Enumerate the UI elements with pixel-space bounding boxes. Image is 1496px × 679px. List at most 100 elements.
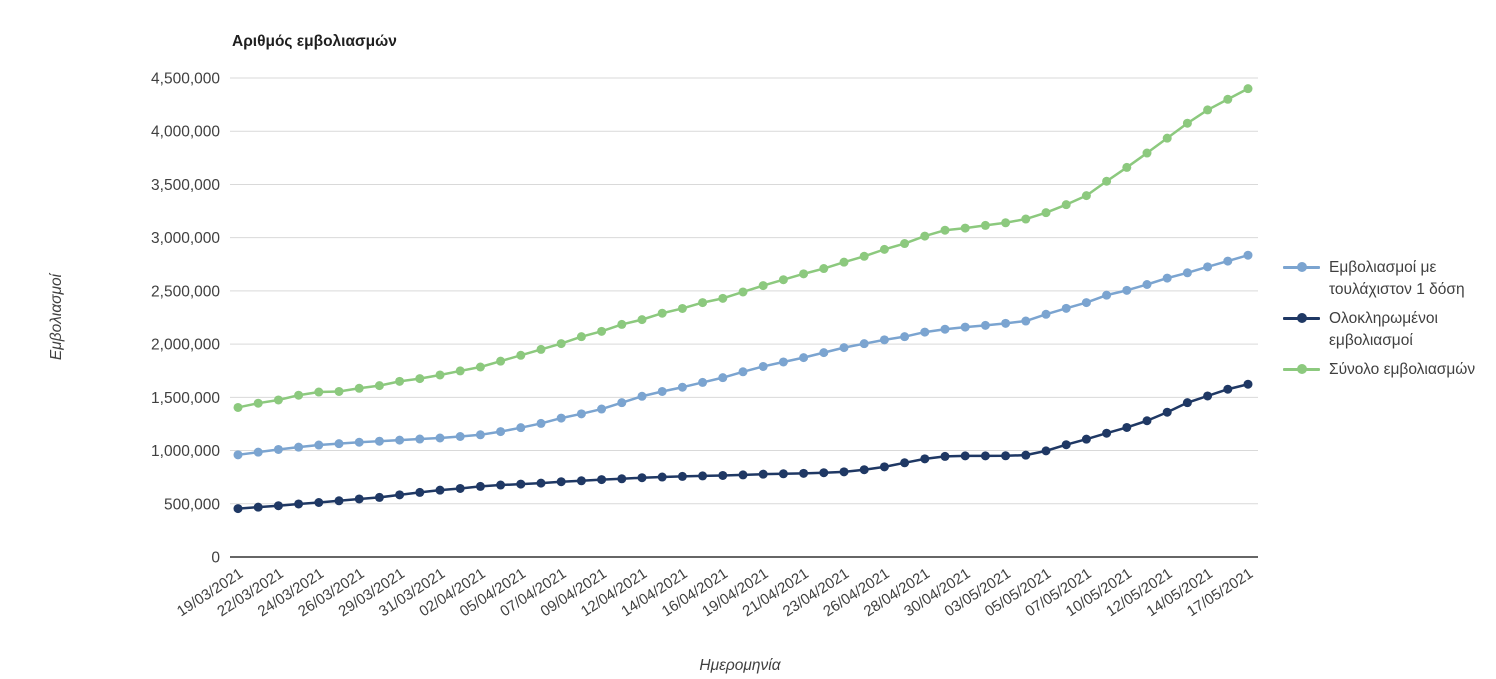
data-point	[374, 381, 384, 391]
data-point	[738, 287, 748, 297]
x-axis-title: Ημερομηνία	[699, 657, 781, 674]
data-point	[617, 398, 627, 408]
data-point	[1122, 422, 1132, 432]
data-point	[1243, 250, 1253, 260]
data-point	[253, 447, 263, 457]
data-point	[980, 220, 990, 230]
data-point	[698, 298, 708, 308]
data-point	[799, 269, 809, 279]
data-point	[900, 332, 910, 342]
data-point	[455, 432, 465, 442]
data-point	[920, 454, 930, 464]
data-point	[839, 343, 849, 353]
data-point	[556, 413, 566, 423]
y-tick-label: 3,500,000	[151, 177, 220, 194]
data-point	[435, 485, 445, 495]
data-point	[1162, 407, 1172, 417]
data-point	[960, 322, 970, 332]
data-point	[556, 477, 566, 487]
legend-marker-line-dot-icon	[1283, 308, 1320, 329]
data-point	[496, 480, 506, 490]
data-point	[1081, 434, 1091, 444]
data-point	[597, 404, 607, 414]
data-point	[1001, 218, 1011, 228]
data-point	[1203, 391, 1213, 401]
series-line-1	[237, 383, 1249, 510]
data-point	[1001, 318, 1011, 328]
legend-item-total[interactable]: Σύνολο εμβολιασμών	[1283, 359, 1491, 381]
data-point	[576, 332, 586, 342]
data-point	[374, 492, 384, 502]
data-point	[1223, 384, 1233, 394]
y-tick-label: 3,000,000	[151, 230, 220, 247]
data-point	[657, 472, 667, 482]
data-point	[536, 344, 546, 354]
data-point	[1223, 256, 1233, 266]
data-point	[778, 469, 788, 479]
data-point	[354, 437, 364, 447]
data-point	[738, 367, 748, 377]
data-point	[657, 386, 667, 396]
y-tick-label: 4,500,000	[151, 71, 220, 88]
data-point	[455, 366, 465, 376]
data-point	[1061, 303, 1071, 313]
data-point	[334, 386, 344, 396]
data-point	[516, 479, 526, 489]
data-point	[415, 434, 425, 444]
y-tick-label: 2,500,000	[151, 283, 220, 300]
data-point	[536, 418, 546, 428]
data-point	[1041, 208, 1051, 218]
data-point	[415, 374, 425, 384]
data-point	[496, 427, 506, 437]
data-point	[597, 475, 607, 485]
data-point	[233, 402, 243, 412]
data-point	[1102, 428, 1112, 438]
legend-marker-line-dot-icon	[1283, 359, 1320, 380]
data-point	[718, 293, 728, 303]
data-point	[395, 490, 405, 500]
data-point	[475, 481, 485, 491]
data-point	[435, 433, 445, 443]
data-point	[859, 339, 869, 349]
y-tick-label: 1,500,000	[151, 390, 220, 407]
data-point	[1142, 148, 1152, 158]
series-line-0	[237, 254, 1249, 457]
data-point	[920, 327, 930, 337]
data-point	[1162, 133, 1172, 143]
data-point	[1243, 84, 1253, 94]
data-point	[1081, 298, 1091, 308]
data-point	[475, 362, 485, 372]
legend-label: Σύνολο εμβολιασμών	[1329, 361, 1476, 378]
data-point	[758, 361, 768, 371]
data-point	[455, 483, 465, 493]
data-point	[1081, 191, 1091, 201]
data-point	[1243, 379, 1253, 389]
data-point	[1203, 262, 1213, 272]
data-point	[334, 496, 344, 506]
data-point	[677, 471, 687, 481]
data-point	[1021, 316, 1031, 326]
data-point	[1001, 451, 1011, 461]
data-point	[839, 257, 849, 267]
data-point	[1041, 309, 1051, 319]
data-point	[657, 308, 667, 318]
legend-item-completed[interactable]: Ολοκληρωμένοι εμβολιασμοί	[1283, 308, 1491, 352]
data-point	[738, 470, 748, 480]
y-tick-label: 2,000,000	[151, 337, 220, 354]
legend-item-first-dose[interactable]: Εμβολιασμοί με τουλάχιστον 1 δόση	[1283, 257, 1491, 301]
data-point	[395, 435, 405, 445]
legend: Εμβολιασμοί με τουλάχιστον 1 δόση Ολοκλη…	[1283, 257, 1491, 381]
data-point	[1142, 416, 1152, 426]
data-point	[496, 356, 506, 366]
data-point	[698, 377, 708, 387]
data-point	[778, 275, 788, 285]
data-point	[597, 326, 607, 336]
data-point	[1162, 273, 1172, 283]
data-point	[617, 319, 627, 329]
data-point	[253, 502, 263, 512]
data-point	[536, 478, 546, 488]
data-point	[839, 467, 849, 477]
data-point	[273, 444, 283, 454]
data-point	[920, 231, 930, 241]
